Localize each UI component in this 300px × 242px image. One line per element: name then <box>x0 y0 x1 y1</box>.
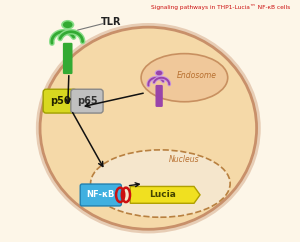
Text: NF-κB: NF-κB <box>86 190 115 199</box>
Text: TLR: TLR <box>101 17 121 27</box>
Ellipse shape <box>61 20 74 30</box>
Ellipse shape <box>156 71 162 75</box>
Text: p65: p65 <box>76 96 97 106</box>
Ellipse shape <box>40 27 256 229</box>
Polygon shape <box>130 186 200 203</box>
Text: Signaling pathways in THP1-Lucia™ NF-κB cells: Signaling pathways in THP1-Lucia™ NF-κB … <box>151 4 290 10</box>
Ellipse shape <box>63 21 73 28</box>
FancyBboxPatch shape <box>155 85 163 107</box>
FancyBboxPatch shape <box>80 184 122 206</box>
Text: p50: p50 <box>50 96 70 106</box>
FancyBboxPatch shape <box>71 89 103 113</box>
Text: Nucleus: Nucleus <box>169 155 200 164</box>
FancyBboxPatch shape <box>43 89 76 113</box>
Text: Endosome: Endosome <box>176 71 216 80</box>
Ellipse shape <box>141 54 228 102</box>
Ellipse shape <box>91 150 230 217</box>
Text: Lucia: Lucia <box>149 190 176 199</box>
Ellipse shape <box>154 70 164 76</box>
FancyBboxPatch shape <box>63 43 73 74</box>
